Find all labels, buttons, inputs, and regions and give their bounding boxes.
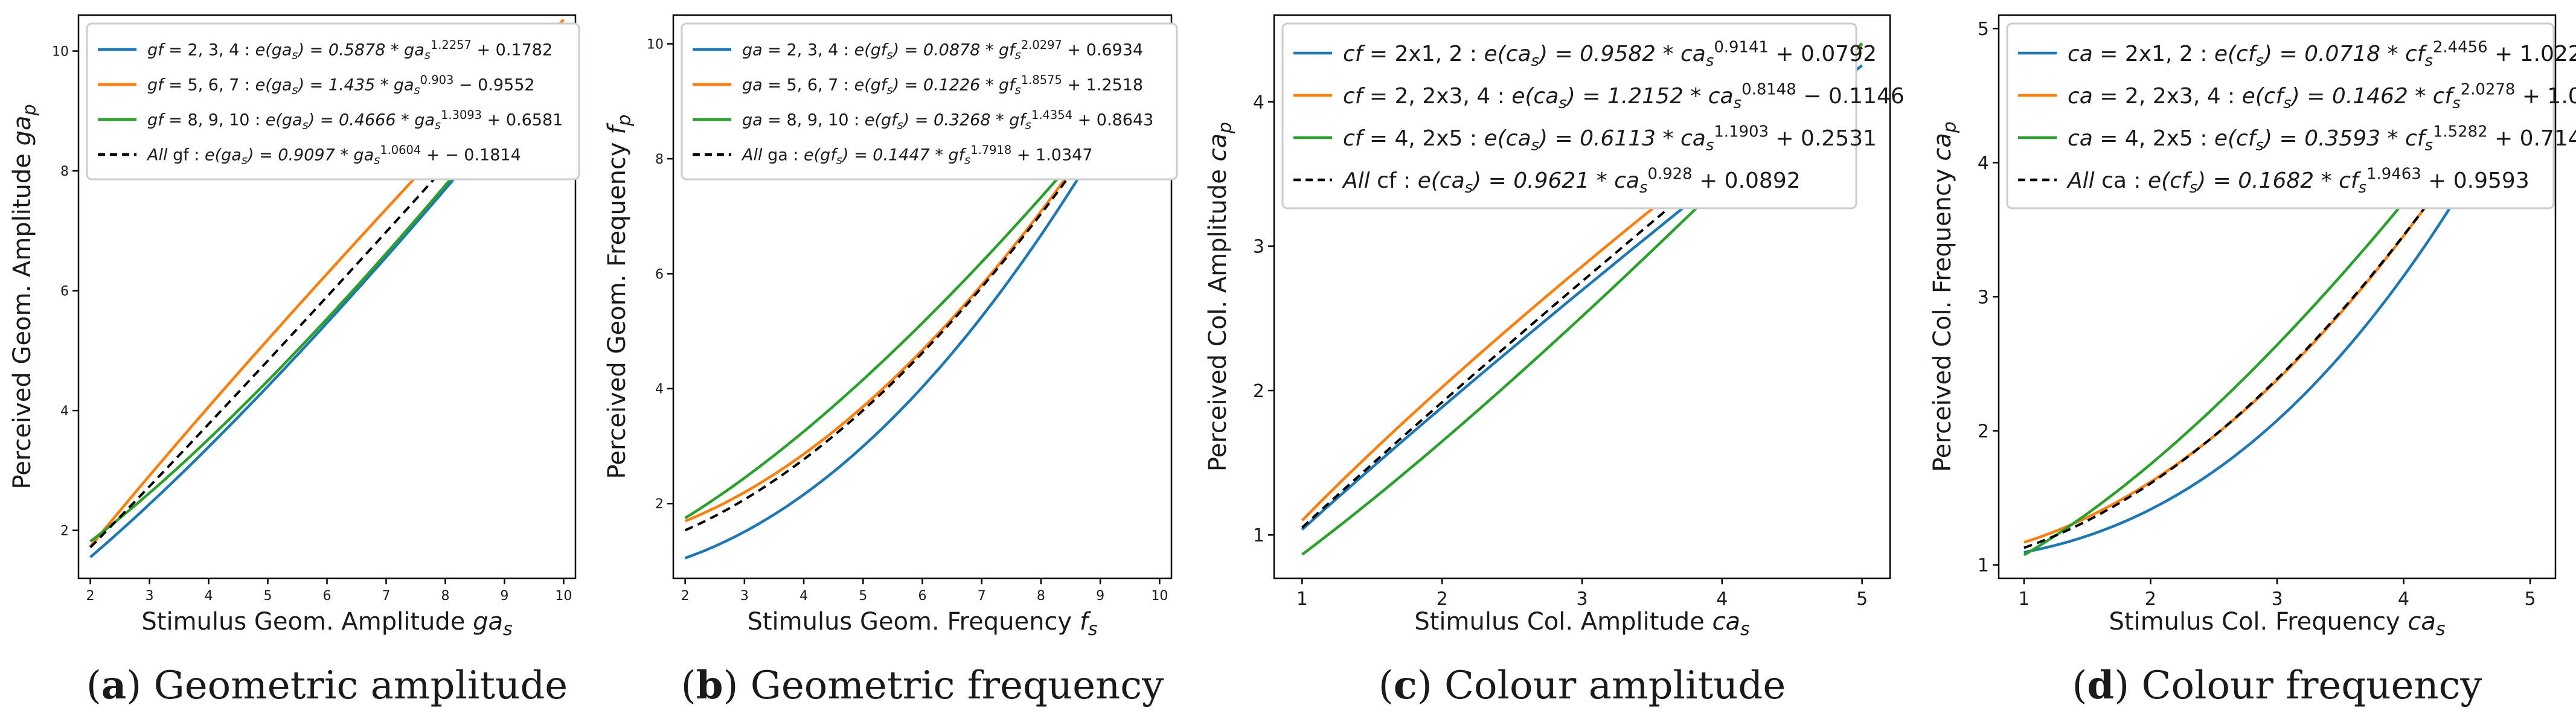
x-tick-label: 8 <box>441 589 449 604</box>
legend-entry-2: ga = 5, 6, 7 : e(gfs) = 0.1226 * gfs1.85… <box>742 73 1143 97</box>
legend-frame <box>2006 22 2555 209</box>
x-tick-label: 5 <box>264 589 272 604</box>
y-tick-label: 4 <box>1978 153 1989 174</box>
panel-caption: (b) Geometric frequency <box>681 663 1164 708</box>
y-axis-label: Perceived Geom. Frequency fp <box>603 115 635 479</box>
y-axis-label: Perceived Geom. Amplitude gap <box>8 104 40 489</box>
y-tick-label: 2 <box>60 524 69 539</box>
y-tick-label: 8 <box>655 152 664 167</box>
x-tick-label: 2 <box>2145 589 2156 610</box>
legend-entry-3: ga = 8, 9, 10 : e(gfs) = 0.3268 * gfs1.4… <box>742 108 1153 132</box>
legend-entry-2: gf = 5, 6, 7 : e(gas) = 1.435 * gas0.903… <box>147 73 535 97</box>
legend: ca = 2x1, 2 : e(cfs) = 0.0718 * cfs2.445… <box>2006 22 2576 209</box>
chart-panel-d: 1 2 3 4 5 1 2 3 4 5 Stimulus Col. Frequency cas Per… <box>1929 14 2576 708</box>
x-tick-label: 9 <box>1096 589 1104 604</box>
x-axis-label: Stimulus Geom. Amplitude gas <box>141 608 512 640</box>
x-tick-label: 3 <box>1576 589 1588 610</box>
x-tick-label: 10 <box>555 589 572 604</box>
chart-panel-a: 2 3 4 5 6 7 8 9 10 2 4 6 8 10 Stimulus Geom. Amplitude… <box>8 14 580 708</box>
legend-entry-1: ca = 2x1, 2 : e(cfs) = 0.0718 * cfs2.445… <box>2068 39 2576 70</box>
legend-entry-3: cf = 4, 2x5 : e(cas) = 0.6113 * cas1.190… <box>1343 123 1877 155</box>
y-tick-label: 4 <box>60 404 69 419</box>
panel-caption: (d) Colour frequency <box>2072 663 2482 708</box>
x-tick-label: 2 <box>86 589 95 604</box>
y-axis-label: Perceived Col. Amplitude cap <box>1204 122 1236 471</box>
series-line-4 <box>2023 53 2531 549</box>
x-tick-label: 7 <box>978 589 986 604</box>
legend-entry-4: All cf : e(cas) = 0.9621 * cas0.928 + 0.… <box>1342 165 1801 197</box>
y-tick-label: 6 <box>60 284 69 299</box>
y-tick-label: 4 <box>655 382 664 397</box>
x-tick-label: 4 <box>205 589 213 604</box>
x-tick-label: 4 <box>799 589 808 604</box>
x-tick-label: 8 <box>1037 589 1045 604</box>
x-axis-label: Stimulus Col. Frequency cas <box>2109 608 2446 640</box>
x-tick-label: 5 <box>859 589 867 604</box>
panel-caption: (a) Geometric amplitude <box>86 663 568 708</box>
x-axis-label: Stimulus Geom. Frequency fs <box>747 608 1097 640</box>
series-line-1 <box>2023 68 2532 554</box>
x-tick-label: 2 <box>1437 589 1448 610</box>
y-tick-label: 3 <box>1253 237 1264 258</box>
y-tick-label: 8 <box>60 164 69 179</box>
x-tick-label: 1 <box>1296 589 1308 610</box>
y-tick-label: 4 <box>1253 92 1264 113</box>
legend-entry-4: All ga : e(gfs) = 0.1447 * gfs1.7918 + 1… <box>741 143 1093 167</box>
legend-entry-2: cf = 2, 2x3, 4 : e(cas) = 1.2152 * cas0.… <box>1343 81 1905 112</box>
x-tick-label: 1 <box>2018 589 2030 610</box>
y-tick-label: 10 <box>52 44 69 59</box>
legend: gf = 2, 3, 4 : e(gas) = 0.5878 * gas1.22… <box>86 22 580 180</box>
legend-entry-4: All ca : e(cfs) = 0.1682 * cfs1.9463 + 0… <box>2066 165 2530 197</box>
x-axis-label: Stimulus Col. Amplitude cas <box>1414 608 1749 640</box>
x-tick-label: 6 <box>918 589 927 604</box>
x-tick-label: 10 <box>1151 589 1168 604</box>
legend-entry-3: ca = 4, 2x5 : e(cfs) = 0.3593 * cfs1.528… <box>2068 123 2576 155</box>
x-tick-label: 4 <box>2398 589 2409 610</box>
y-tick-label: 2 <box>655 497 664 512</box>
legend-frame <box>86 22 580 180</box>
y-axis-label: Perceived Col. Frequency cap <box>1929 121 1961 472</box>
x-tick-label: 3 <box>146 589 154 604</box>
y-tick-label: 2 <box>1253 381 1264 402</box>
y-tick-label: 1 <box>1978 555 1989 576</box>
x-tick-label: 7 <box>382 589 390 604</box>
legend: cf = 2x1, 2 : e(cas) = 0.9582 * cas0.914… <box>1281 22 1905 209</box>
y-tick-label: 2 <box>1978 421 1989 442</box>
y-tick-label: 6 <box>655 267 664 282</box>
y-tick-label: 1 <box>1253 525 1264 546</box>
x-tick-label: 9 <box>500 589 508 604</box>
legend-frame <box>1281 22 1857 209</box>
series-line-4 <box>89 34 565 549</box>
panel-caption: (c) Colour amplitude <box>1379 663 1786 708</box>
x-tick-label: 3 <box>740 589 749 604</box>
x-tick-label: 5 <box>1856 589 1868 610</box>
x-tick-label: 5 <box>2525 589 2536 610</box>
y-tick-label: 3 <box>1978 287 1989 308</box>
y-tick-label: 10 <box>647 37 664 53</box>
y-tick-label: 5 <box>1978 19 1989 40</box>
x-tick-label: 2 <box>681 589 690 604</box>
legend-entry-1: cf = 2x1, 2 : e(cas) = 0.9582 * cas0.914… <box>1343 39 1877 70</box>
legend-frame <box>681 22 1178 180</box>
legend-entry-1: gf = 2, 3, 4 : e(gas) = 0.5878 * gas1.22… <box>147 38 553 62</box>
x-tick-label: 6 <box>323 589 332 604</box>
legend-entry-3: gf = 8, 9, 10 : e(gas) = 0.4666 * gas1.3… <box>147 108 563 132</box>
legend: ga = 2, 3, 4 : e(gfs) = 0.0878 * gfs2.02… <box>681 22 1178 180</box>
x-tick-label: 3 <box>2271 589 2283 610</box>
legend-entry-1: ga = 2, 3, 4 : e(gfs) = 0.0878 * gfs2.02… <box>742 38 1143 62</box>
legend-entry-4: All gf : e(gas) = 0.9097 * gas1.0604 + −… <box>146 143 521 167</box>
chart-panel-b: 2 3 4 5 6 7 8 9 10 2 4 6 8 10 Stimulus Geom. Frequency… <box>603 14 1178 708</box>
x-tick-label: 4 <box>1716 589 1728 610</box>
legend-entry-2: ca = 2, 2x3, 4 : e(cfs) = 0.1462 * cfs2.… <box>2068 81 2576 112</box>
